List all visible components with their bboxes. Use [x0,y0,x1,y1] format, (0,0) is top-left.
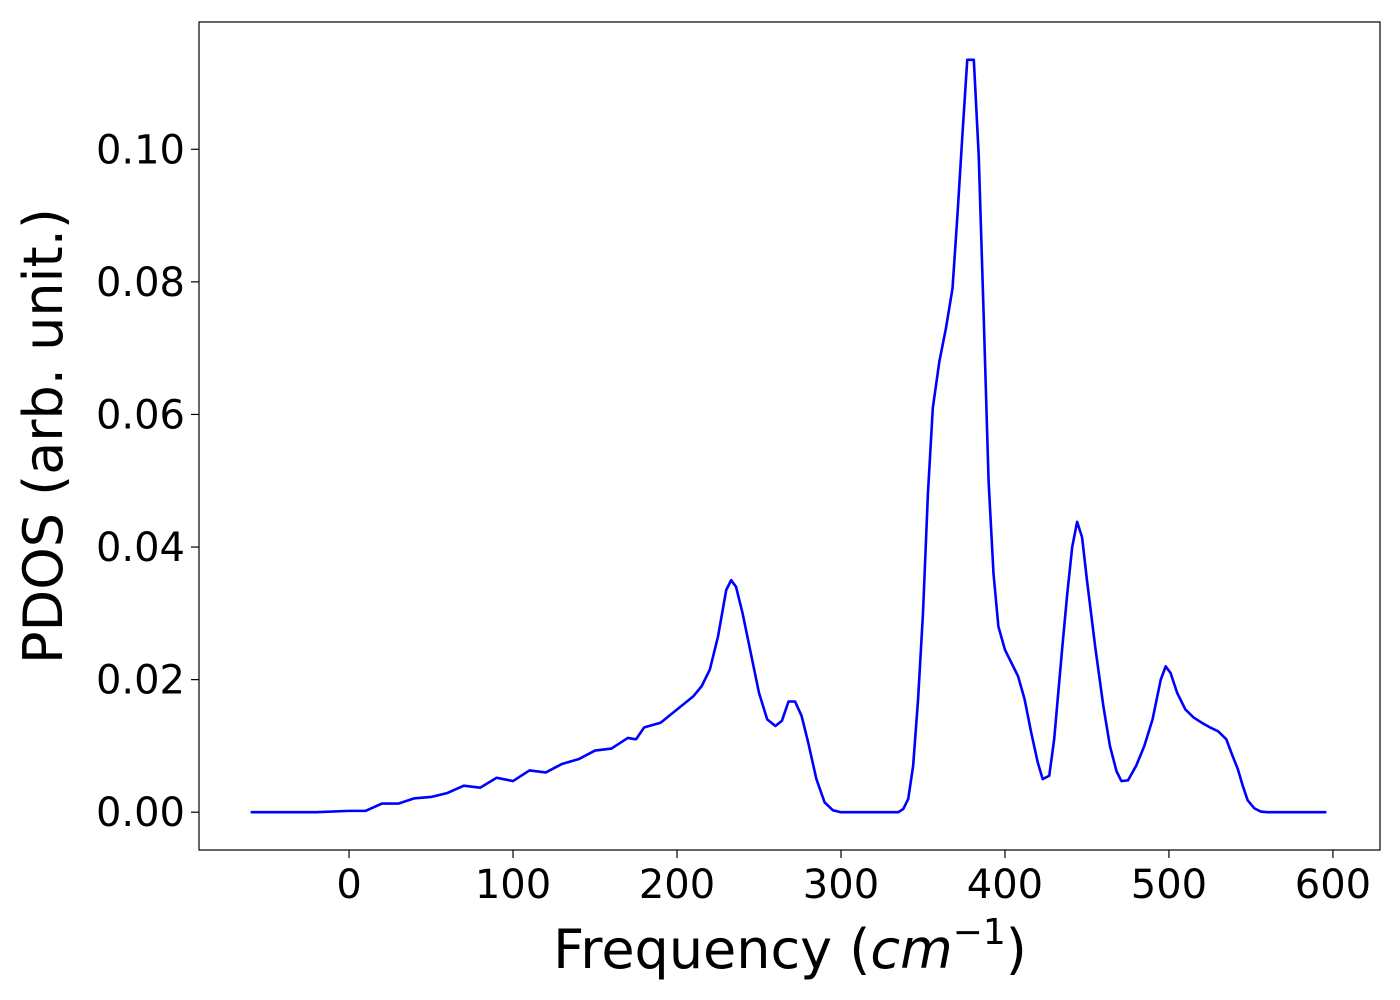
y-tick-label: 0.02 [96,658,185,704]
y-tick-label: 0.06 [96,392,185,438]
y-tick-label: 0.10 [96,127,185,173]
x-tick-label: 500 [1131,862,1207,908]
y-tick-label: 0.00 [96,790,185,836]
y-tick-label: 0.04 [96,525,185,571]
x-axis-label: Frequency (cm−1) [553,912,1027,981]
x-tick-label: 400 [967,862,1043,908]
plot-frame [198,21,1381,851]
x-tick-label: 600 [1295,862,1371,908]
y-axis-label: PDOS (arb. unit.) [12,208,75,664]
x-tick-label: 200 [639,862,715,908]
y-tick-label: 0.08 [96,260,185,306]
x-tick-label: 100 [475,862,551,908]
x-tick-label: 0 [336,862,361,908]
x-tick-label: 300 [803,862,879,908]
data-line [250,58,1327,814]
